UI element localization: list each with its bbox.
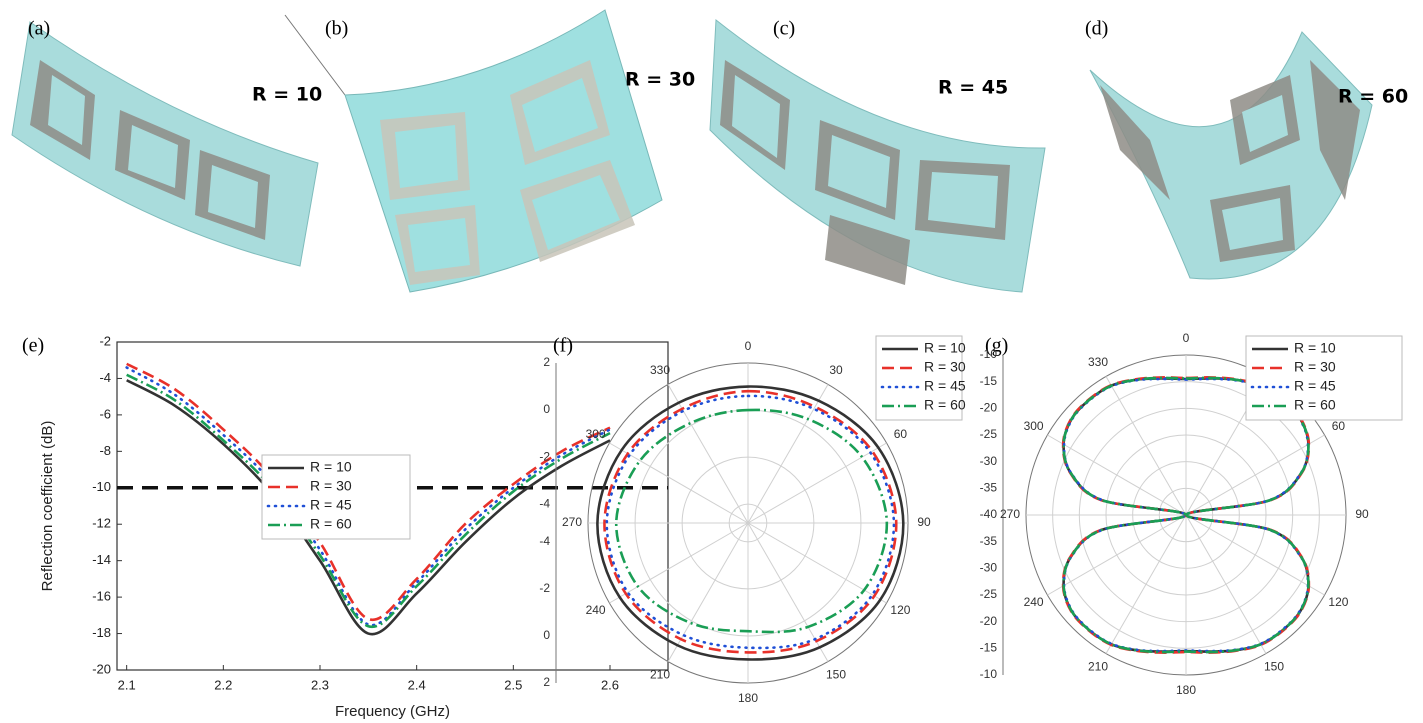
legend-label: R = 10 bbox=[310, 459, 352, 475]
legend-label: R = 30 bbox=[1294, 359, 1336, 375]
x-tick-label: 2.4 bbox=[408, 677, 426, 692]
theta-tick-label: 330 bbox=[650, 363, 670, 377]
x-tick-label: 2.3 bbox=[311, 677, 329, 692]
theta-tick-label: 0 bbox=[745, 339, 752, 353]
grid-spoke bbox=[609, 523, 748, 603]
y-tick-label: -10 bbox=[92, 479, 111, 494]
y-tick-label: -20 bbox=[92, 661, 111, 676]
legend-label: R = 45 bbox=[1294, 378, 1336, 394]
antenna-render-c bbox=[710, 20, 1045, 292]
y-tick-label: -16 bbox=[92, 589, 111, 604]
theta-tick-label: 270 bbox=[1000, 507, 1020, 521]
grid-spoke bbox=[668, 523, 748, 662]
theta-tick-label: 270 bbox=[562, 515, 582, 529]
y-tick-label: -8 bbox=[99, 443, 111, 458]
theta-tick-label: 210 bbox=[650, 668, 670, 682]
x-tick-label: 2.6 bbox=[601, 677, 619, 692]
y-axis-label: Reflection coefficient (dB) bbox=[39, 421, 56, 592]
theta-tick-label: 120 bbox=[890, 603, 910, 617]
r-tick-label: 2 bbox=[543, 355, 550, 369]
theta-tick-label: 90 bbox=[917, 515, 931, 529]
theta-tick-label: 30 bbox=[829, 363, 843, 377]
theta-tick-label: 300 bbox=[1024, 419, 1044, 433]
y-tick-label: -2 bbox=[99, 333, 111, 348]
theta-tick-label: 180 bbox=[1176, 683, 1196, 697]
panel-caption: R = 30 bbox=[625, 69, 695, 91]
r-tick-label: 0 bbox=[543, 402, 550, 416]
r-tick-label: -10 bbox=[980, 347, 998, 361]
antenna-render-a bbox=[12, 22, 318, 266]
figure: (a) R = 10 (b) R = 30 (c) R = 45 (d) R =… bbox=[0, 0, 1423, 723]
theta-tick-label: 90 bbox=[1355, 507, 1369, 521]
r-tick-label: -15 bbox=[980, 374, 998, 388]
r-tick-label: -35 bbox=[980, 481, 998, 495]
legend-label: R = 60 bbox=[1294, 397, 1336, 413]
panel-label: (a) bbox=[28, 18, 50, 40]
theta-tick-label: 210 bbox=[1088, 660, 1108, 674]
r-tick-label: -25 bbox=[980, 587, 998, 601]
r-tick-label: -30 bbox=[980, 454, 998, 468]
r-tick-label: -20 bbox=[980, 401, 998, 415]
legend-label: R = 60 bbox=[924, 397, 966, 413]
theta-tick-label: 150 bbox=[826, 668, 846, 682]
r-tick-label: -4 bbox=[539, 534, 550, 548]
panel-label: (c) bbox=[773, 18, 795, 40]
theta-tick-label: 120 bbox=[1328, 595, 1348, 609]
r-tick-label: -2 bbox=[539, 449, 550, 463]
r-tick-label: -30 bbox=[980, 561, 998, 575]
theta-tick-label: 240 bbox=[1024, 595, 1044, 609]
grid-spoke bbox=[748, 384, 828, 523]
panel-caption: R = 60 bbox=[1338, 86, 1408, 108]
legend-label: R = 45 bbox=[310, 497, 352, 513]
grid-spoke bbox=[1106, 376, 1186, 515]
r-tick-label: 2 bbox=[543, 675, 550, 689]
grid-spoke bbox=[668, 384, 748, 523]
x-tick-label: 2.5 bbox=[504, 677, 522, 692]
x-tick-label: 2.1 bbox=[118, 677, 136, 692]
theta-tick-label: 180 bbox=[738, 691, 758, 705]
y-tick-label: -6 bbox=[99, 406, 111, 421]
legend-label: R = 60 bbox=[310, 516, 352, 532]
theta-tick-label: 300 bbox=[586, 427, 606, 441]
y-tick-label: -12 bbox=[92, 516, 111, 531]
r-tick-label: -10 bbox=[980, 667, 998, 681]
theta-tick-label: 0 bbox=[1183, 331, 1190, 345]
y-tick-label: -18 bbox=[92, 625, 111, 640]
panel-caption: R = 45 bbox=[938, 77, 1008, 99]
y-tick-label: -4 bbox=[99, 370, 111, 385]
r-tick-label: -40 bbox=[980, 507, 998, 521]
r-tick-label: -20 bbox=[980, 614, 998, 628]
legend-label: R = 30 bbox=[924, 359, 966, 375]
grid-spoke bbox=[1106, 515, 1186, 654]
panel-label: (b) bbox=[325, 18, 348, 40]
antenna-render-b bbox=[285, 10, 662, 292]
panel-label: (f) bbox=[553, 335, 573, 357]
figure-canvas: (a) R = 10 (b) R = 30 (c) R = 45 (d) R =… bbox=[0, 0, 1423, 723]
x-axis-label: Frequency (GHz) bbox=[335, 703, 450, 720]
legend-label: R = 30 bbox=[310, 478, 352, 494]
theta-tick-label: 330 bbox=[1088, 355, 1108, 369]
r-tick-label: -4 bbox=[539, 496, 550, 510]
grid-spoke bbox=[748, 443, 887, 523]
antenna-render-d bbox=[1090, 32, 1372, 279]
panel-caption: R = 10 bbox=[252, 84, 322, 106]
r-tick-label: -2 bbox=[539, 581, 550, 595]
r-tick-label: -25 bbox=[980, 427, 998, 441]
theta-tick-label: 150 bbox=[1264, 660, 1284, 674]
x-tick-label: 2.2 bbox=[214, 677, 232, 692]
legend-label: R = 45 bbox=[924, 378, 966, 394]
panel-label: (e) bbox=[22, 335, 44, 357]
grid-spoke bbox=[748, 523, 887, 603]
r-tick-label: -35 bbox=[980, 534, 998, 548]
legend-label: R = 10 bbox=[924, 340, 966, 356]
y-tick-label: -14 bbox=[92, 552, 111, 567]
panel-label: (d) bbox=[1085, 18, 1108, 40]
legend-label: R = 10 bbox=[1294, 340, 1336, 356]
theta-tick-label: 60 bbox=[894, 427, 908, 441]
r-tick-label: -15 bbox=[980, 641, 998, 655]
r-tick-label: 0 bbox=[543, 628, 550, 642]
grid-spoke bbox=[1186, 515, 1266, 654]
theta-tick-label: 60 bbox=[1332, 419, 1346, 433]
theta-tick-label: 240 bbox=[586, 603, 606, 617]
